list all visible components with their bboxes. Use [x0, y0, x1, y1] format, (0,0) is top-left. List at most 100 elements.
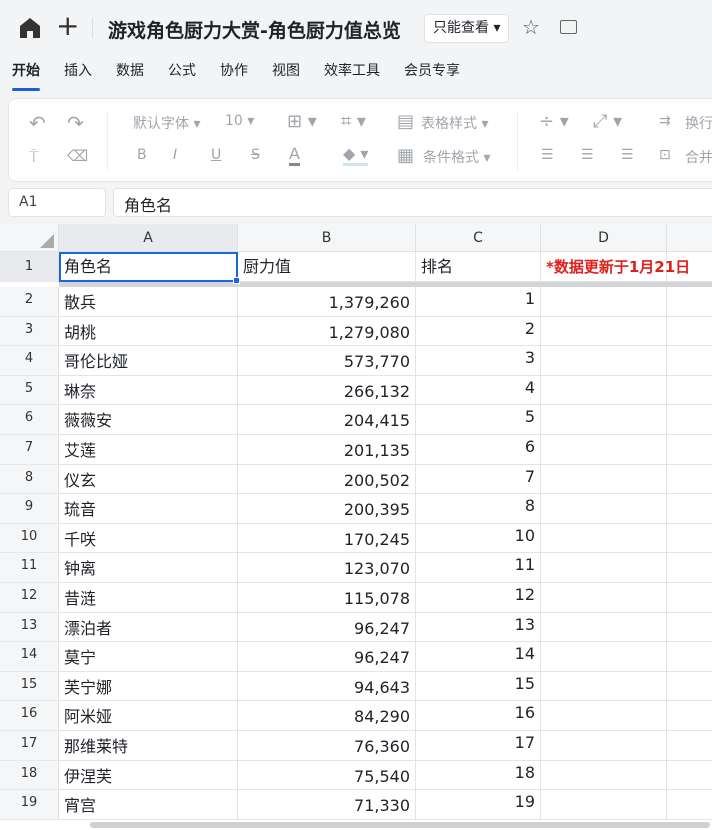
row-header[interactable]: 14: [0, 642, 59, 672]
cell[interactable]: [667, 494, 712, 524]
conditional-format-dropdown[interactable]: 条件格式 ▾: [423, 150, 491, 166]
name-cell[interactable]: 芙宁娜: [59, 671, 238, 702]
rank-cell[interactable]: 1: [416, 287, 541, 317]
rank-cell[interactable]: 17: [416, 731, 541, 761]
format-painter-icon[interactable]: ⍑: [29, 147, 39, 166]
cell[interactable]: [541, 435, 667, 465]
cell[interactable]: [541, 346, 667, 376]
cell[interactable]: [541, 583, 667, 613]
cell[interactable]: [541, 405, 667, 435]
name-cell[interactable]: 莫宁: [59, 642, 238, 672]
menu-tab[interactable]: 数据: [116, 63, 144, 79]
cell[interactable]: [667, 405, 712, 435]
cell[interactable]: [667, 346, 712, 376]
value-cell[interactable]: 573,770: [238, 346, 416, 376]
underline-button[interactable]: U: [211, 147, 222, 163]
rotate-text-icon[interactable]: ⤢ ▾: [593, 111, 623, 132]
star-icon[interactable]: ☆: [522, 15, 540, 39]
row-header[interactable]: 5: [0, 375, 59, 406]
strikethrough-button[interactable]: S: [251, 147, 260, 163]
name-cell[interactable]: 千咲: [59, 523, 238, 554]
undo-icon[interactable]: ↶: [29, 111, 46, 135]
value-cell[interactable]: 75,540: [238, 760, 416, 791]
cell[interactable]: [667, 701, 712, 731]
table-style-icon[interactable]: ▤: [397, 111, 415, 132]
align-right-icon[interactable]: ☰: [621, 147, 634, 163]
header-cell[interactable]: *数据更新于1月21日: [541, 252, 690, 282]
cell[interactable]: [541, 790, 667, 820]
name-cell[interactable]: 仪玄: [59, 464, 238, 495]
merge-button[interactable]: 合并: [685, 150, 712, 166]
cell[interactable]: [541, 316, 667, 347]
name-cell[interactable]: 艾莲: [59, 435, 238, 465]
rank-cell[interactable]: 2: [416, 316, 541, 347]
column-header[interactable]: [667, 224, 712, 252]
cell[interactable]: [541, 671, 667, 702]
font-dropdown[interactable]: 默认字体 ▾: [133, 116, 201, 132]
cell[interactable]: [667, 376, 712, 406]
row-header[interactable]: 10: [0, 523, 59, 554]
grid-icon[interactable]: ▦: [397, 145, 415, 166]
column-header[interactable]: A: [59, 224, 238, 252]
merge-icon[interactable]: ⊡: [659, 147, 671, 163]
rank-cell[interactable]: 7: [416, 464, 541, 495]
name-cell[interactable]: 胡桃: [59, 316, 238, 347]
value-cell[interactable]: 170,245: [238, 523, 416, 554]
eraser-icon[interactable]: ⌫: [67, 147, 89, 165]
font-color-button[interactable]: A: [289, 145, 300, 166]
fill-handle[interactable]: [233, 277, 240, 284]
rank-cell[interactable]: 5: [416, 405, 541, 435]
cell-reference[interactable]: A1: [8, 188, 106, 217]
menu-tab[interactable]: 公式: [168, 63, 196, 79]
row-header[interactable]: 19: [0, 790, 59, 820]
cell[interactable]: [541, 731, 667, 761]
fill-color-icon[interactable]: ◆ ▾: [343, 145, 369, 166]
rank-cell[interactable]: 19: [416, 790, 541, 820]
cell[interactable]: [667, 672, 712, 702]
cell[interactable]: [541, 701, 667, 731]
row-header[interactable]: 12: [0, 583, 59, 613]
name-cell[interactable]: 钟离: [59, 553, 238, 583]
name-cell[interactable]: 昔涟: [59, 583, 238, 613]
name-cell[interactable]: 阿米娅: [59, 701, 238, 731]
border-icon[interactable]: ⊞ ▾: [287, 111, 317, 132]
row-header[interactable]: 9: [0, 494, 59, 524]
value-cell[interactable]: 96,247: [238, 642, 416, 672]
rank-cell[interactable]: 16: [416, 701, 541, 731]
row-header[interactable]: 6: [0, 405, 59, 435]
bold-button[interactable]: B: [137, 147, 147, 163]
home-icon[interactable]: [18, 16, 42, 40]
name-cell[interactable]: 宵宫: [59, 790, 238, 820]
cell[interactable]: [667, 790, 712, 820]
cell[interactable]: [667, 642, 712, 672]
name-cell[interactable]: 琉音: [59, 494, 238, 524]
cell[interactable]: [667, 613, 712, 643]
rank-cell[interactable]: 8: [416, 494, 541, 524]
folder-icon[interactable]: [560, 20, 577, 34]
value-cell[interactable]: 200,502: [238, 464, 416, 495]
crop-icon[interactable]: ⌗ ▾: [341, 111, 366, 132]
row-header[interactable]: 15: [0, 671, 59, 702]
value-cell[interactable]: 71,330: [238, 790, 416, 820]
horizontal-scrollbar[interactable]: [90, 822, 710, 828]
name-cell[interactable]: 薇薇安: [59, 405, 238, 435]
cell[interactable]: [667, 317, 712, 347]
cell[interactable]: [541, 523, 667, 554]
rank-cell[interactable]: 15: [416, 671, 541, 702]
name-cell[interactable]: 散兵: [59, 287, 238, 317]
rank-cell[interactable]: 10: [416, 523, 541, 554]
font-size-dropdown[interactable]: 10 ▾: [225, 113, 255, 129]
wrap-button[interactable]: 换行: [685, 116, 712, 132]
value-cell[interactable]: 1,379,260: [238, 287, 416, 317]
rank-cell[interactable]: 11: [416, 553, 541, 583]
name-cell[interactable]: 哥伦比娅: [59, 346, 238, 376]
row-header[interactable]: 4: [0, 346, 59, 376]
menu-tab[interactable]: 插入: [64, 63, 92, 79]
row-header[interactable]: 1: [0, 252, 59, 282]
value-cell[interactable]: 200,395: [238, 494, 416, 524]
value-cell[interactable]: 204,415: [238, 405, 416, 435]
row-header[interactable]: 17: [0, 731, 59, 761]
row-header[interactable]: 8: [0, 464, 59, 495]
select-all-corner[interactable]: [0, 224, 59, 252]
name-cell[interactable]: 伊涅芙: [59, 760, 238, 791]
